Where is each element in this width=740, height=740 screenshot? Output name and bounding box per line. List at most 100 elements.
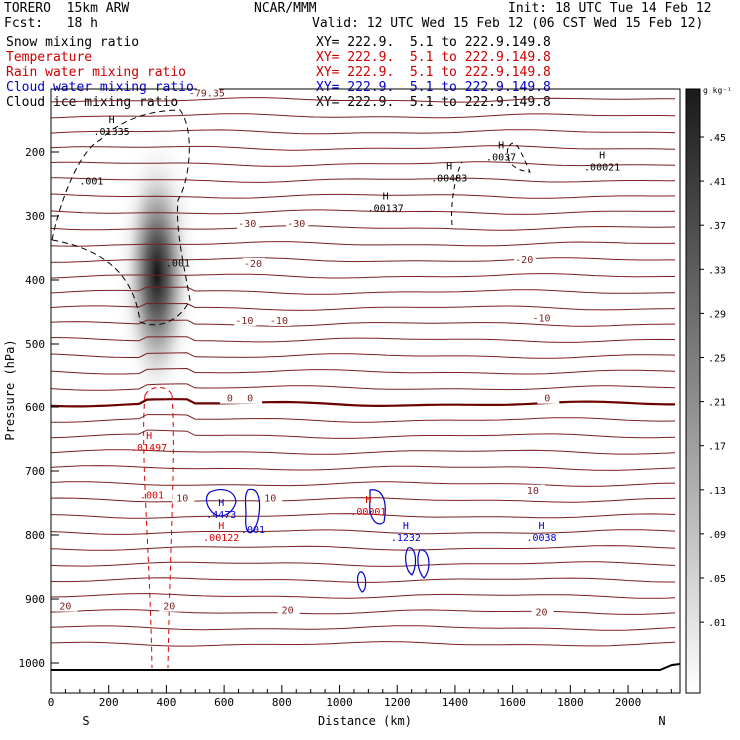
colorbar-tick-label-0: .45 xyxy=(708,133,726,144)
y-tick-label-4: 600 xyxy=(25,401,45,414)
isotherm-line xyxy=(51,481,676,487)
y-tick-label-1: 300 xyxy=(25,210,45,223)
colorbar-tick-label-2: .37 xyxy=(708,221,726,232)
isotherm-label-1: -30 xyxy=(238,219,256,230)
colorbar-tick-label-7: .17 xyxy=(708,442,726,453)
x-tick-label-4: 800 xyxy=(272,696,292,709)
isotherm-line xyxy=(51,529,676,535)
cloud-water-contour xyxy=(369,489,386,525)
extremum-marker-9: H xyxy=(365,495,371,506)
legend-name-snow: Snow mixing ratio xyxy=(6,35,140,50)
y-tick-label-6: 800 xyxy=(25,529,45,542)
isotherm-line xyxy=(51,302,676,311)
extremum-value-13: .1232 xyxy=(391,533,421,544)
extremum-value-12: .001 xyxy=(241,525,265,536)
isotherm-line xyxy=(51,177,675,183)
y-tick-label-2: 400 xyxy=(25,274,45,287)
isotherm-line xyxy=(51,319,675,327)
colorbar-unit: g kg⁻¹ xyxy=(703,86,732,95)
isotherm-label-bg xyxy=(531,606,554,618)
isotherm-line xyxy=(51,209,676,215)
isotherm-line xyxy=(51,497,675,503)
extremum-marker-6: H xyxy=(599,151,605,162)
colorbar xyxy=(685,88,701,694)
isotherm-label-5: -10 xyxy=(235,316,253,327)
isotherm-line xyxy=(51,352,676,359)
extremum-value-8: .001 xyxy=(140,491,164,502)
legend-xy-cloud-water: XY= 222.9. 5.1 to 222.9.149.8 xyxy=(316,80,551,95)
isotherm-line xyxy=(51,449,676,455)
isotherm-label-15: 20 xyxy=(163,602,175,613)
y-tick-label-5: 700 xyxy=(25,465,45,478)
terrain-line xyxy=(51,663,681,671)
legend-name-cloud-ice: Cloud ice mixing ratio xyxy=(6,95,179,110)
isotherm-label-7: -10 xyxy=(532,313,550,324)
isotherm-line xyxy=(51,145,676,151)
isotherm-line xyxy=(51,97,675,103)
isotherm-label-bg xyxy=(159,600,182,612)
x-tick-label-3: 600 xyxy=(214,696,234,709)
y-tick-label-3: 500 xyxy=(25,338,45,351)
isotherm-line xyxy=(51,383,676,391)
isotherm-line xyxy=(51,465,676,471)
extremum-value-3: .00137 xyxy=(368,204,404,215)
isotherm-line xyxy=(51,609,676,615)
isotherm-label-16: 20 xyxy=(282,605,294,616)
isotherm-line xyxy=(51,593,676,599)
x-tick-label-1: 200 xyxy=(99,696,119,709)
isotherm-label-3: -20 xyxy=(244,259,262,270)
isotherm-label-8: 0 xyxy=(227,394,233,405)
isotherm-line xyxy=(51,225,676,231)
y-tick-label-8: 1000 xyxy=(19,657,46,670)
isotherm-line xyxy=(51,561,676,567)
isotherm-line xyxy=(51,257,675,263)
extremum-value-10: .00122 xyxy=(203,533,239,544)
colorbar-tick-label-1: .41 xyxy=(708,177,726,188)
legend-xy-rain: XY= 222.9. 5.1 to 222.9.149.8 xyxy=(316,65,551,80)
isotherm-label-bg xyxy=(268,314,291,326)
isotherm-line xyxy=(51,429,676,439)
colorbar-tick-label-5: .25 xyxy=(708,354,726,365)
isotherm-label-13: 10 xyxy=(527,486,539,497)
isotherm-label-bg xyxy=(260,492,283,504)
y-tick-label-7: 900 xyxy=(25,593,45,606)
isotherm-line xyxy=(51,193,676,199)
extremum-marker-5: H xyxy=(498,140,504,151)
isotherm-label-bg xyxy=(240,392,263,404)
isotherm-line xyxy=(51,545,676,551)
x-tick-label-10: 2000 xyxy=(615,696,642,709)
isotherm-line xyxy=(51,129,676,135)
isotherm-label-bg xyxy=(522,484,545,496)
ice-contour-upper xyxy=(451,142,531,226)
x-tick-label-7: 1400 xyxy=(442,696,469,709)
legend-name-cloud-water: Cloud water mixing ratio xyxy=(6,80,194,95)
ice-contour xyxy=(51,109,191,326)
extremum-marker-4: H xyxy=(446,162,452,173)
extremum-value-14: .0038 xyxy=(526,533,556,544)
isotherm-label-bg xyxy=(172,492,195,504)
y-tick-label-0: 200 xyxy=(25,146,45,159)
isotherm-label-bg xyxy=(514,254,537,266)
x-tick-label-0: 0 xyxy=(48,696,55,709)
isotherm-label-bg xyxy=(219,392,242,404)
snow-halo xyxy=(113,120,201,420)
extremum-marker-14: H xyxy=(538,521,544,532)
extremum-value-4: .00483 xyxy=(431,174,467,185)
isotherm-label-bg xyxy=(277,604,300,616)
isotherm-label-9: 0 xyxy=(247,394,253,405)
extremum-value-9: .00001 xyxy=(350,507,386,518)
isotherm-label-bg xyxy=(196,87,219,99)
isotherm-line xyxy=(51,625,676,631)
extremum-marker-10: H xyxy=(218,521,224,532)
isotherm-line xyxy=(51,367,676,375)
extremum-marker-0: H xyxy=(109,115,115,126)
isotherm-line xyxy=(51,577,675,583)
isotherm-line xyxy=(51,113,676,119)
extremum-value-5: .0037 xyxy=(486,152,516,163)
extremum-value-11: .4473 xyxy=(206,510,236,521)
legend-xy-snow: XY= 222.9. 5.1 to 222.9.149.8 xyxy=(316,35,551,50)
isotherm-label-2: -30 xyxy=(287,219,305,230)
x-tick-label-9: 1800 xyxy=(557,696,584,709)
isotherm-line xyxy=(51,286,675,295)
